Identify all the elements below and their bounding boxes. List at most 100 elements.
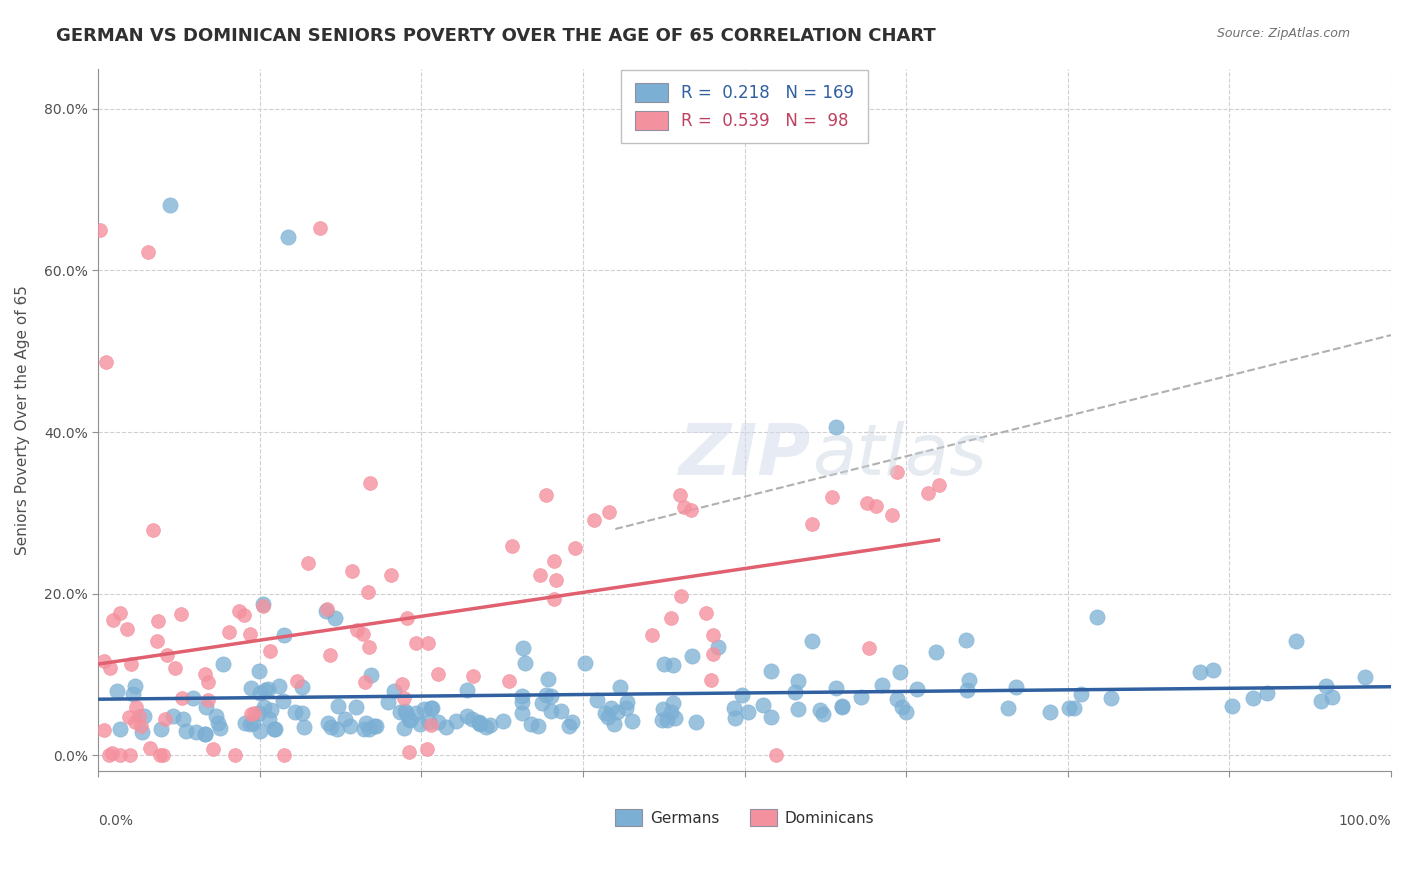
Point (583, 513, 606, 527)
Point (395, 610, 418, 624)
Point (737, 706, 759, 720)
Point (536, 488, 558, 502)
Point (377, 695, 399, 709)
Point (510, 690, 533, 704)
Point (249, 723, 271, 738)
Point (416, 742, 439, 756)
Point (1004, 680, 1026, 694)
Point (129, 719, 152, 733)
Point (366, 719, 388, 733)
Point (661, 705, 683, 719)
Point (461, 712, 484, 726)
Point (170, 607, 193, 622)
Point (651, 702, 673, 716)
Point (267, 679, 290, 693)
Point (318, 716, 340, 731)
Point (118, 710, 141, 724)
Point (359, 723, 381, 737)
Point (398, 713, 420, 727)
Point (620, 714, 643, 728)
Point (205, 709, 228, 723)
Point (252, 598, 274, 612)
Point (352, 627, 374, 641)
Point (731, 688, 754, 702)
Point (1188, 665, 1211, 679)
Point (326, 698, 349, 713)
Point (321, 720, 343, 734)
Point (574, 657, 596, 671)
Point (131, 725, 153, 739)
Point (673, 500, 696, 514)
Point (955, 682, 977, 697)
Point (917, 486, 939, 500)
Point (603, 716, 626, 731)
Point (925, 645, 948, 659)
Point (662, 696, 685, 710)
Point (394, 704, 416, 718)
Point (174, 724, 197, 739)
Point (537, 672, 560, 686)
Point (253, 700, 276, 714)
Point (957, 673, 980, 687)
Point (96, 355, 118, 369)
Point (825, 420, 848, 434)
Point (536, 688, 558, 702)
Point (271, 694, 294, 708)
Point (655, 713, 678, 727)
Point (498, 673, 520, 688)
Point (388, 705, 411, 719)
Point (681, 648, 703, 663)
Point (1310, 694, 1333, 708)
Point (153, 712, 176, 726)
Point (333, 712, 356, 726)
Point (395, 706, 418, 720)
Point (172, 712, 194, 726)
Point (240, 706, 263, 721)
Point (181, 690, 204, 705)
Point (1085, 610, 1108, 624)
Point (309, 221, 332, 235)
Point (1256, 686, 1278, 700)
Point (172, 690, 194, 705)
Point (671, 589, 693, 603)
Point (543, 554, 565, 568)
Point (110, 748, 132, 763)
Point (326, 722, 349, 736)
Point (685, 714, 707, 729)
Point (218, 624, 240, 639)
Point (194, 667, 217, 681)
Point (194, 727, 217, 741)
Point (813, 706, 835, 721)
Point (315, 604, 337, 618)
Point (800, 517, 823, 532)
Point (531, 696, 554, 710)
Point (1039, 705, 1062, 719)
Point (831, 700, 853, 714)
Point (426, 667, 449, 681)
Point (468, 717, 491, 731)
Point (409, 716, 432, 731)
Point (398, 712, 420, 726)
Point (558, 718, 581, 732)
Point (544, 573, 567, 587)
Point (239, 717, 262, 731)
Point (681, 503, 703, 517)
Point (115, 623, 138, 637)
Point (540, 704, 562, 718)
Y-axis label: Seniors Poverty Over the Age of 65: Seniors Poverty Over the Age of 65 (15, 285, 30, 555)
Point (132, 709, 155, 723)
Point (186, 725, 208, 739)
Point (1070, 687, 1092, 701)
Point (593, 706, 616, 720)
Point (891, 700, 914, 714)
Point (291, 706, 314, 721)
Point (247, 664, 270, 678)
Point (277, 229, 299, 244)
Point (889, 665, 911, 680)
Point (233, 715, 256, 730)
Point (242, 715, 264, 730)
Point (420, 700, 443, 714)
Point (1220, 699, 1243, 714)
Point (787, 673, 810, 688)
Point (93, 653, 115, 667)
